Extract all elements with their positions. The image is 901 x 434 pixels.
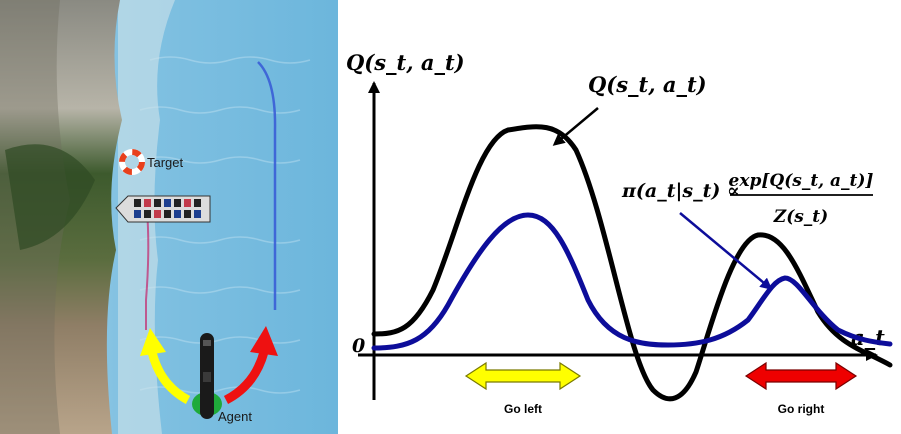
q-value-curve xyxy=(371,124,893,402)
aerial-scene: Target xyxy=(0,0,338,434)
policy-pointer-arrow xyxy=(679,212,773,290)
go-left-label: Go left xyxy=(504,402,542,416)
policy-curve xyxy=(371,212,893,351)
aerial-scene-graphic: Target xyxy=(0,0,338,434)
policy-label-numerator: exp[Q(s_t, a_t)] xyxy=(729,171,874,191)
target-lifebuoy xyxy=(119,149,145,175)
q-curve-pointer-arrow xyxy=(552,107,599,146)
policy-label-denominator: Z(s_t) xyxy=(773,207,828,227)
right-path-line xyxy=(257,61,277,310)
go-right-label: Go right xyxy=(778,402,825,416)
origin-label: 0 xyxy=(352,335,365,357)
go-left-arrow xyxy=(464,361,582,391)
red-turn-right-arrow xyxy=(223,326,278,404)
agent-label: Agent xyxy=(218,409,252,424)
vegetation xyxy=(5,144,95,250)
ship-obstacle xyxy=(115,195,211,223)
q-policy-plot-graphic: Q(s_t, a_t) a_t 0 Q(s_t, a_t) π(a_t|s_t)… xyxy=(346,50,893,416)
agent-vehicle xyxy=(192,333,222,419)
go-right-arrow xyxy=(744,361,858,391)
q-policy-plot: Q(s_t, a_t) a_t 0 Q(s_t, a_t) π(a_t|s_t)… xyxy=(338,0,901,434)
yellow-turn-left-arrow xyxy=(140,328,191,404)
y-axis-label: Q(s_t, a_t) xyxy=(346,50,465,75)
q-curve-label: Q(s_t, a_t) xyxy=(588,72,707,97)
target-label: Target xyxy=(147,155,184,170)
policy-label-lhs: π(a_t|s_t) ∝ xyxy=(621,180,740,202)
